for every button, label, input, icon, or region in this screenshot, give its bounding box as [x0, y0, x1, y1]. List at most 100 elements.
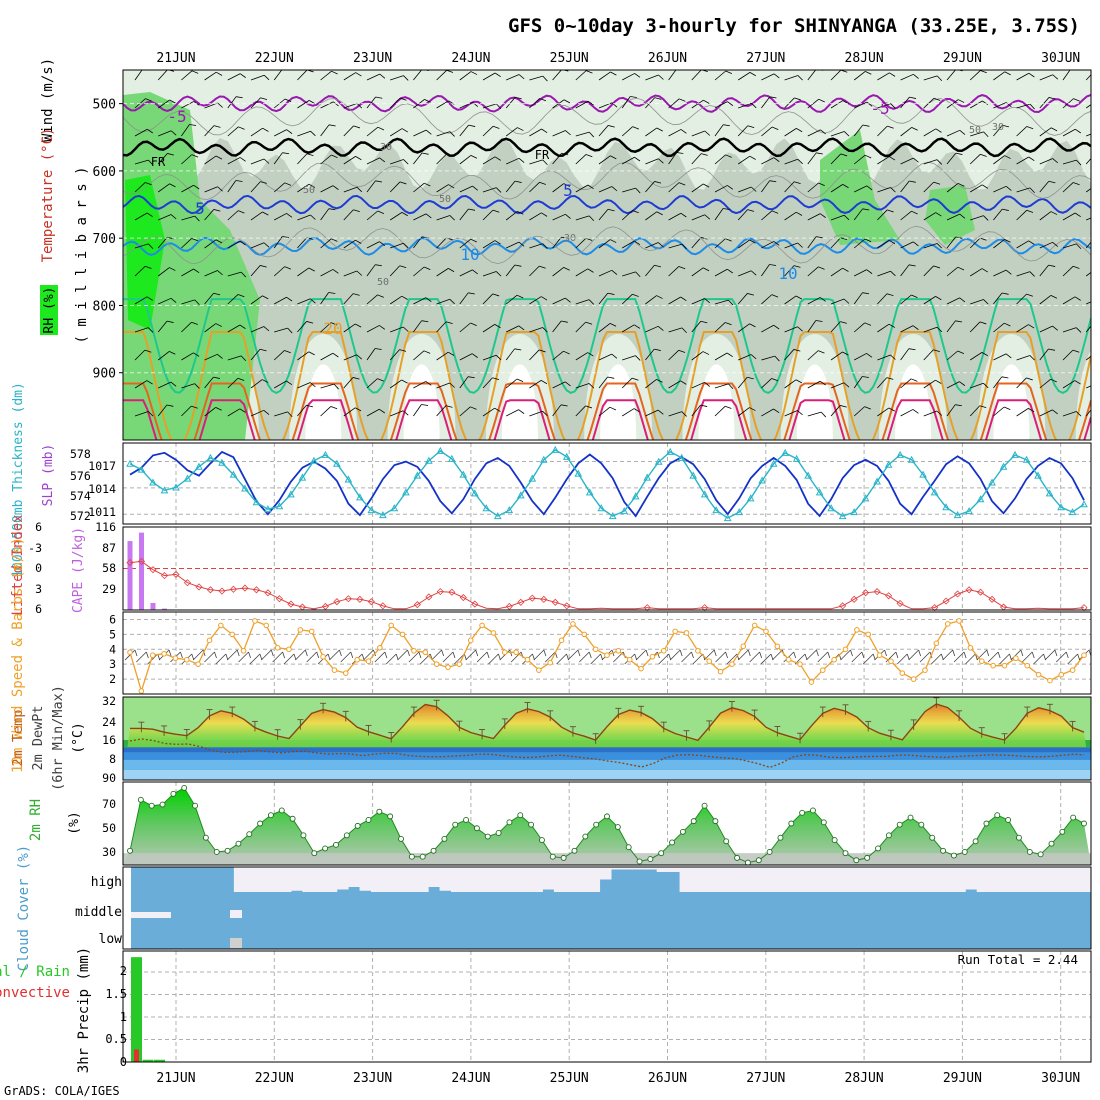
barb-feather: [727, 268, 734, 274]
barb-feather: [1052, 325, 1058, 331]
wind-barb: [645, 158, 664, 165]
barb-feather: [1096, 67, 1100, 73]
barb-staff: [993, 71, 1005, 81]
barb-staff: [1016, 324, 1029, 333]
barb-staff: [877, 323, 890, 333]
high-cloud-gap: [416, 867, 429, 892]
barb-feather: [379, 157, 386, 163]
barb-feather: [773, 241, 780, 246]
wind-speed-point: [638, 665, 644, 672]
thickness-point: [425, 456, 433, 464]
wind-barb: [250, 127, 269, 137]
barb-staff: [436, 215, 450, 221]
barb-staff: [761, 264, 770, 277]
wind-barb: [552, 404, 568, 417]
surface-barb-feather: [1020, 649, 1024, 657]
barb-feather: [494, 72, 501, 78]
wind-barb: [320, 208, 336, 221]
barb-feather: [913, 157, 919, 163]
barb-feather: [1028, 156, 1035, 162]
barb-feather: [494, 156, 501, 161]
barb-feather: [286, 129, 293, 134]
wind-barb: [506, 325, 525, 333]
barb-staff: [366, 96, 376, 109]
surface-barb-feather: [509, 649, 513, 657]
rh-contour-label: 30: [564, 233, 576, 244]
wind-barb: [157, 183, 176, 193]
lifted-point: [333, 598, 341, 606]
rh-point: [614, 824, 621, 831]
barb-staff: [668, 349, 679, 361]
rh-contour-label: 30: [992, 122, 1004, 133]
lifted-point: [862, 589, 870, 597]
high-cloud-gap: [428, 867, 441, 887]
barb-feather: [492, 293, 500, 297]
surface-wind-barb: [953, 651, 965, 663]
day-label-top: 22JUN: [255, 51, 294, 66]
barb-feather: [654, 181, 662, 184]
wind-barb: [923, 243, 943, 249]
barb-feather: [983, 299, 989, 305]
wind-barb: [691, 320, 708, 333]
barb-staff: [691, 183, 704, 193]
wind-barb: [946, 320, 963, 333]
barb-feather: [170, 297, 177, 303]
barb-staff: [343, 72, 356, 81]
wind-barb: [598, 376, 615, 389]
wind-barb: [598, 155, 617, 165]
barb-staff: [737, 293, 748, 305]
surface-barb-feather: [339, 649, 342, 657]
wind-speed-point: [1024, 662, 1031, 669]
barb-feather: [1076, 243, 1082, 250]
barb-staff: [227, 180, 237, 193]
wind-barb: [413, 320, 429, 333]
barb-staff: [181, 238, 192, 249]
barb-staff: [1085, 183, 1091, 193]
high-cloud-gap: [976, 867, 989, 892]
wind-barb: [737, 376, 754, 389]
barb-feather: [148, 243, 154, 250]
barb-feather: [936, 75, 943, 82]
wind-barb: [227, 157, 246, 165]
wind-barb: [714, 124, 730, 137]
barb-feather: [263, 326, 270, 332]
barb-staff: [738, 354, 752, 361]
wind-barb: [343, 239, 362, 249]
barb-feather: [355, 239, 362, 244]
high-cloud-gap: [1079, 867, 1092, 892]
wind-barb: [923, 296, 942, 305]
wind-speed-point: [956, 618, 962, 624]
barb-feather: [169, 183, 176, 188]
barb-feather: [983, 215, 989, 221]
barb-feather: [377, 210, 385, 215]
wind-barb: [250, 181, 267, 193]
barb-feather: [751, 102, 757, 109]
wind-barb: [970, 299, 989, 305]
barb-feather: [680, 212, 687, 218]
barb-feather: [935, 128, 942, 133]
barb-feather: [147, 128, 154, 134]
barb-staff: [923, 410, 938, 417]
surface-wind-barb: [238, 651, 249, 663]
barb-staff: [390, 326, 404, 333]
wind-speed-point: [990, 662, 996, 669]
barb-staff: [343, 323, 356, 333]
barb-feather: [542, 159, 548, 166]
barb-staff: [273, 182, 286, 193]
wind-barb: [877, 270, 896, 277]
barb-feather: [728, 383, 734, 390]
barb-feather: [515, 96, 522, 100]
barb-feather: [379, 241, 386, 246]
barb-staff: [181, 299, 195, 305]
wind-barb: [807, 236, 823, 249]
cape-bar: [161, 608, 167, 610]
wind-barb: [134, 380, 153, 389]
barb-feather: [353, 293, 360, 296]
precip-tick-label: 2: [120, 964, 127, 978]
rh-point: [950, 852, 957, 859]
rh-point: [278, 807, 285, 814]
wind-barb: [506, 241, 525, 249]
thickness-point: [677, 453, 686, 461]
wind-barb: [668, 212, 687, 221]
barb-staff: [343, 156, 356, 165]
